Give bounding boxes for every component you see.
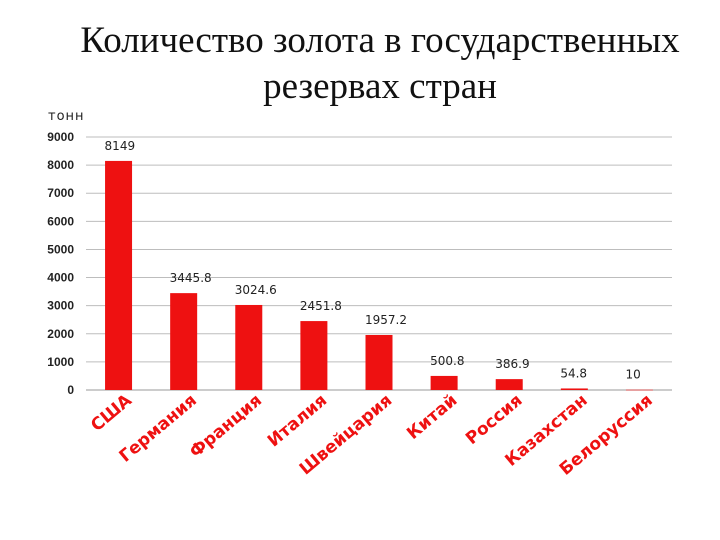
chart-title: Количество золота в государственных резе… bbox=[80, 20, 680, 107]
y-tick-label: 4000 bbox=[47, 271, 74, 285]
bar bbox=[235, 304, 263, 390]
data-label: 500.8 bbox=[430, 354, 464, 368]
data-label: 2451.8 bbox=[300, 299, 342, 313]
bar bbox=[300, 321, 328, 390]
data-label: 8149 bbox=[105, 139, 136, 153]
data-label: 386.9 bbox=[495, 357, 529, 371]
y-tick-label: 2000 bbox=[47, 327, 74, 341]
data-label: 54.8 bbox=[560, 366, 587, 380]
y-tick-label: 6000 bbox=[47, 214, 74, 228]
x-category-label: Франция bbox=[186, 391, 266, 463]
y-tick-label: 8000 bbox=[47, 158, 74, 172]
y-tick-label: 5000 bbox=[47, 242, 74, 256]
data-label: 10 bbox=[625, 368, 640, 382]
bar bbox=[365, 334, 393, 390]
x-category-label: США bbox=[87, 390, 136, 436]
data-label: 3445.8 bbox=[170, 271, 212, 285]
bar bbox=[625, 389, 653, 391]
bar bbox=[105, 160, 133, 390]
y-tick-label: 0 bbox=[67, 383, 74, 397]
bar bbox=[430, 375, 458, 390]
data-label: 3024.6 bbox=[235, 283, 277, 297]
bar bbox=[560, 388, 588, 390]
y-tick-label: 3000 bbox=[47, 299, 74, 313]
x-category-label: Россия bbox=[462, 391, 526, 449]
x-category-label: Китай bbox=[403, 391, 461, 444]
y-tick-label: 1000 bbox=[47, 355, 74, 369]
bar bbox=[170, 293, 198, 390]
y-tick-label: 7000 bbox=[47, 186, 74, 200]
data-label: 1957.2 bbox=[365, 313, 407, 327]
y-axis-unit-label: тонн bbox=[48, 109, 85, 124]
y-tick-label: 9000 bbox=[47, 130, 74, 144]
bar bbox=[495, 379, 523, 390]
